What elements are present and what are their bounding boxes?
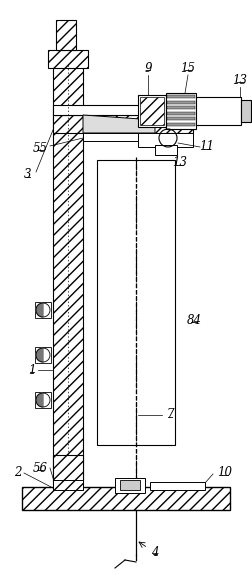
Wedge shape — [36, 348, 43, 362]
Bar — [167, 117, 195, 120]
Bar — [196, 97, 241, 125]
Text: 13: 13 — [233, 74, 247, 86]
Wedge shape — [36, 393, 43, 407]
Bar — [53, 55, 83, 480]
Text: 15: 15 — [180, 62, 196, 75]
Text: 1: 1 — [28, 363, 36, 377]
Polygon shape — [83, 115, 155, 133]
Text: 10: 10 — [217, 466, 233, 480]
Bar — [120, 480, 140, 490]
Bar — [53, 480, 83, 490]
Text: 7: 7 — [166, 408, 174, 421]
Bar — [138, 95, 166, 127]
Bar — [97, 160, 175, 445]
Bar — [167, 106, 195, 109]
Bar — [53, 105, 143, 115]
Text: 84: 84 — [186, 313, 202, 327]
Bar — [167, 122, 195, 125]
Bar — [167, 95, 195, 98]
Bar — [138, 133, 193, 147]
Bar — [53, 455, 83, 485]
Bar — [140, 97, 164, 125]
Bar — [48, 50, 88, 68]
Bar — [53, 115, 193, 133]
Bar — [167, 101, 195, 104]
Text: 55: 55 — [33, 141, 47, 155]
Bar — [22, 487, 230, 510]
Text: 3: 3 — [24, 168, 32, 182]
Text: 4: 4 — [151, 546, 159, 558]
Bar — [35, 392, 51, 408]
Text: 2: 2 — [14, 466, 22, 480]
Bar — [35, 347, 51, 363]
Text: 13: 13 — [173, 156, 187, 170]
Bar — [83, 133, 138, 141]
Bar — [241, 100, 251, 122]
Bar — [115, 478, 145, 493]
Bar — [155, 145, 177, 155]
Bar — [35, 302, 51, 318]
Bar — [167, 112, 195, 114]
Bar — [56, 20, 76, 50]
Bar — [166, 93, 196, 129]
Text: 9: 9 — [144, 62, 152, 75]
Text: 11: 11 — [200, 140, 214, 154]
Wedge shape — [36, 303, 43, 317]
Bar — [150, 482, 205, 490]
Text: 56: 56 — [33, 462, 47, 474]
